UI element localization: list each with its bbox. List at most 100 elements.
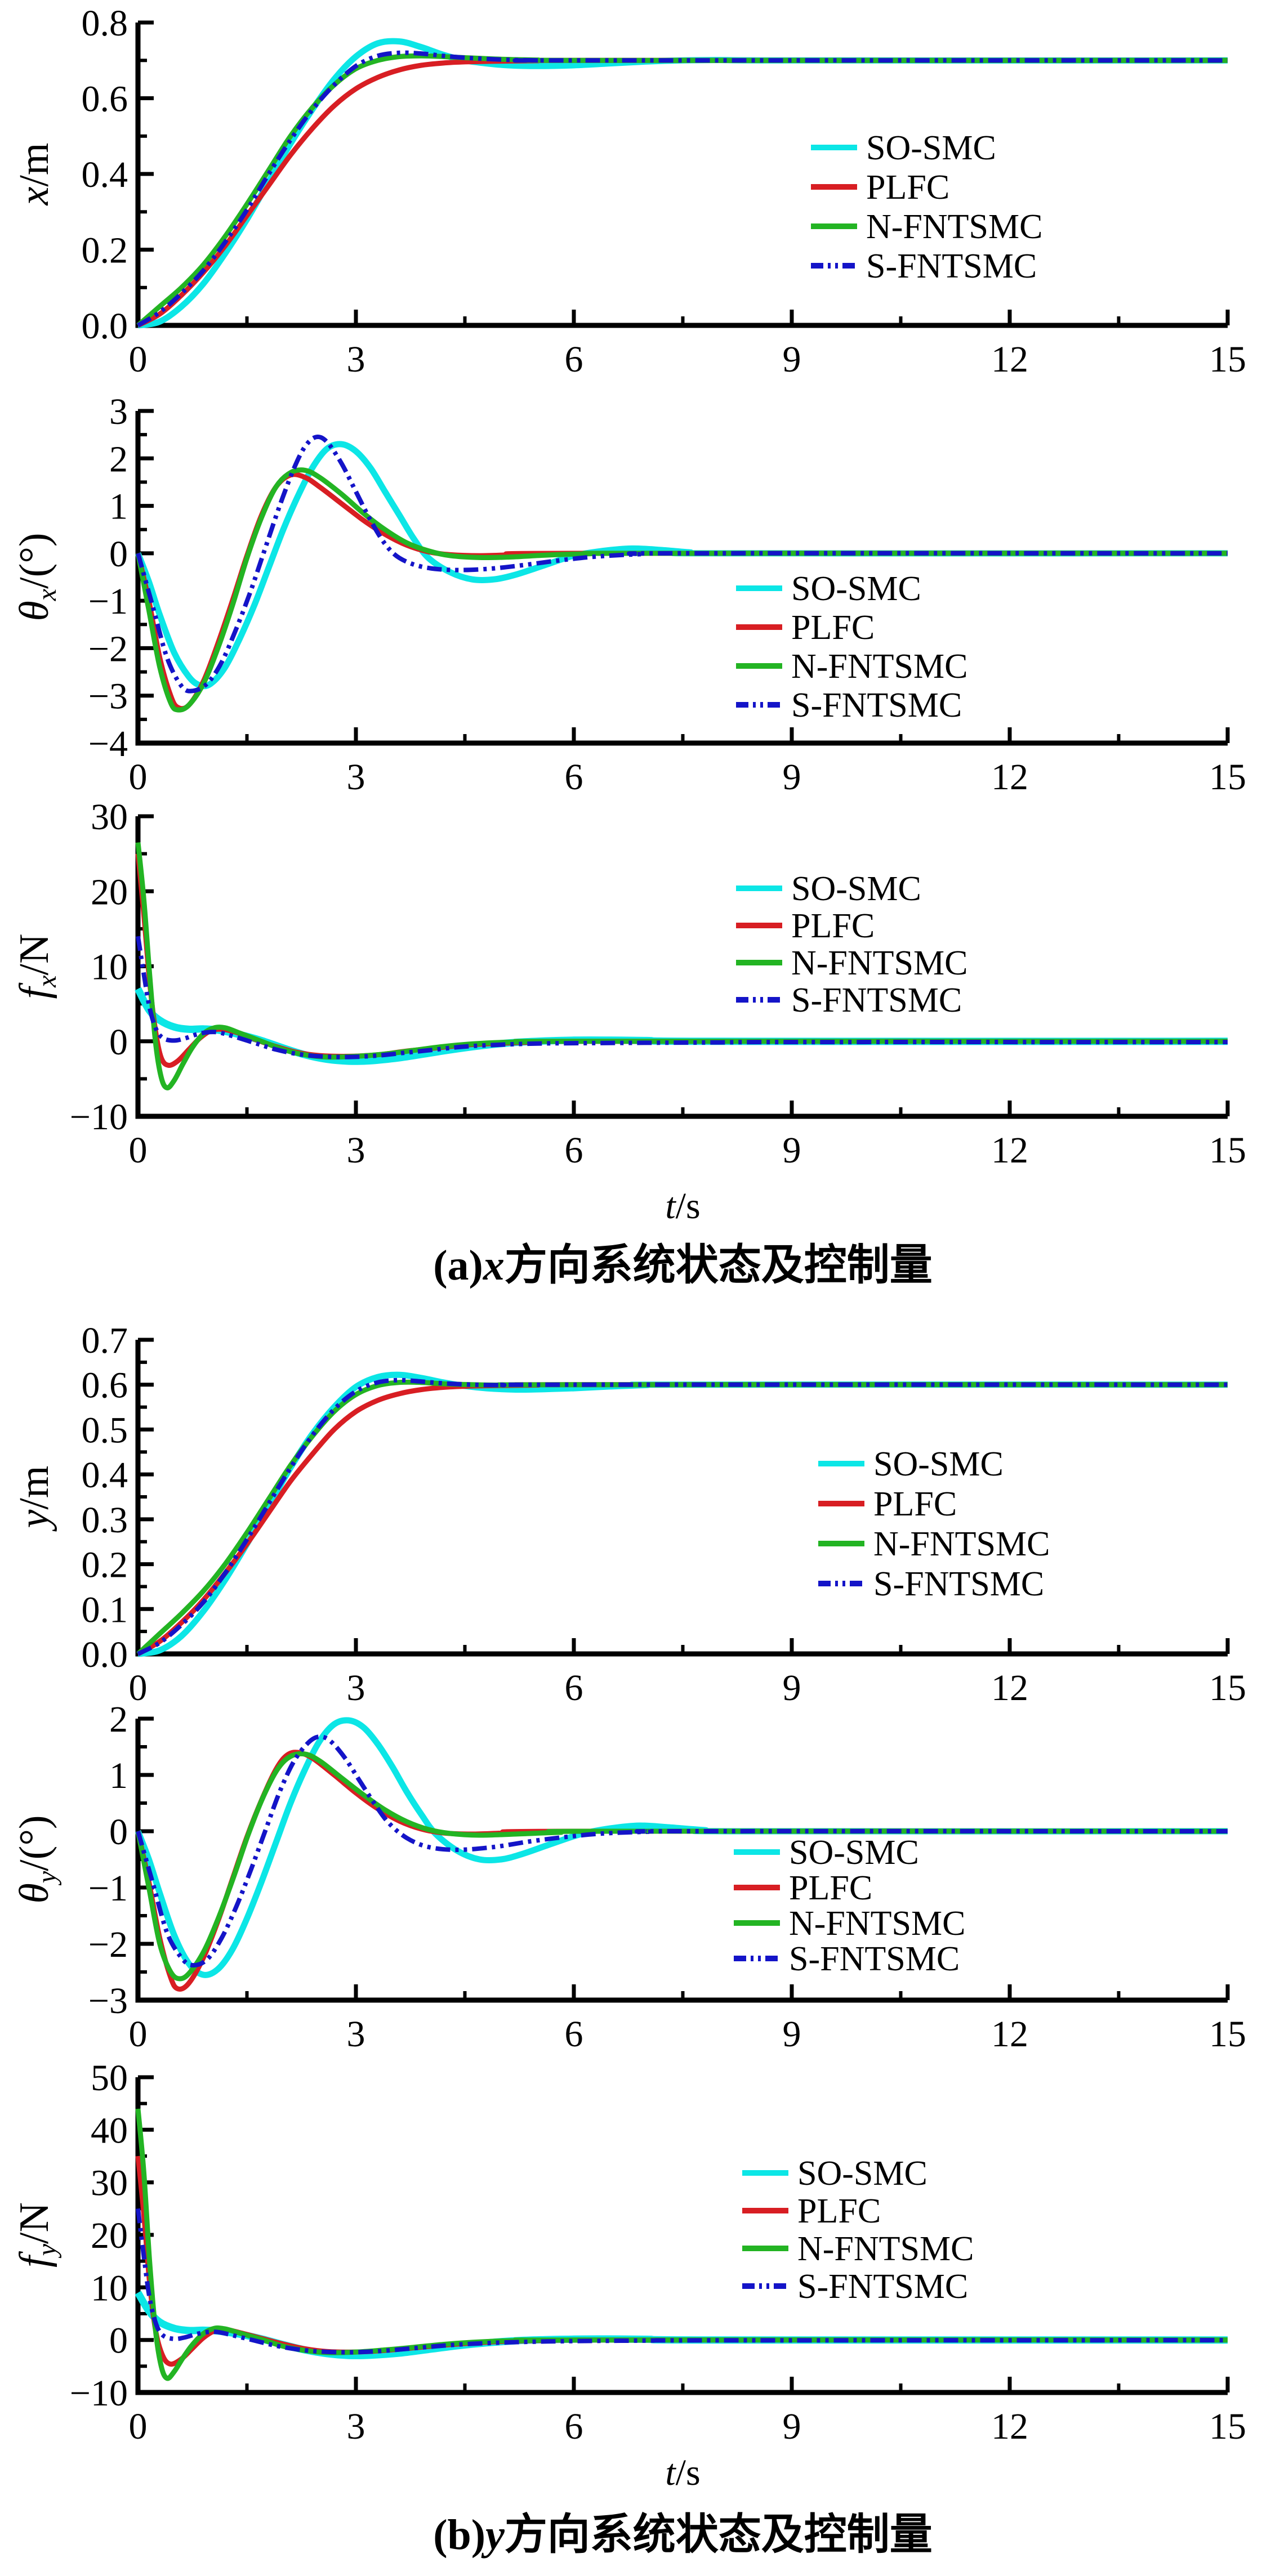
- legend-item-s-fntsmc: S-FNTSMC: [736, 981, 962, 1019]
- legend-item-plfc: PLFC: [734, 1869, 872, 1907]
- legend-label-so-smc: SO-SMC: [791, 570, 921, 608]
- legend-item-so-smc: SO-SMC: [818, 1445, 1004, 1483]
- y-tick-label: 0: [109, 1812, 128, 1853]
- x-tick-label: 0: [129, 757, 148, 798]
- axes-y-angle: [135, 1719, 1228, 2003]
- legend-label-n-fntsmc: N-FNTSMC: [866, 208, 1043, 246]
- x-tick-label: 6: [565, 757, 583, 798]
- legend-item-so-smc: SO-SMC: [734, 1833, 919, 1872]
- legend-label-s-fntsmc: S-FNTSMC: [791, 981, 962, 1019]
- legend-label-n-fntsmc: N-FNTSMC: [797, 2230, 974, 2268]
- y-tick-label: 0.4: [82, 1455, 128, 1496]
- x-tick-label: 12: [991, 1667, 1028, 1709]
- axes-x-position: [135, 23, 1228, 328]
- axes-x-angle: [135, 411, 1228, 746]
- chart-y-position: 0.00.10.20.30.40.50.60.7 0 3 6 9 12 15 y/m SO-SM…: [11, 1320, 1246, 1709]
- x-tick-label: 6: [565, 2014, 583, 2055]
- legend-label-plfc: PLFC: [789, 1869, 872, 1907]
- legend-item-plfc: PLFC: [811, 168, 949, 207]
- legend-label-so-smc: SO-SMC: [789, 1833, 919, 1872]
- series-plfc-line: [135, 853, 1228, 1068]
- legend-label-n-fntsmc: N-FNTSMC: [873, 1525, 1050, 1563]
- x-axis-title-a: t/s: [138, 1185, 1228, 1228]
- chart-x-position: 0.0 0.2 0.4 0.6 0.8 0 3 6 9 12 15 x/m SO-SMCPLFCN-FN…: [11, 3, 1246, 380]
- series-s-fntsmc-line: [136, 435, 1228, 694]
- y-axis-label-x-angle: θx/(°): [11, 533, 62, 621]
- x-axis-title-b: t/s: [138, 2452, 1228, 2494]
- series-plfc-line: [135, 472, 1228, 712]
- series-s-fntsmc-line: [136, 50, 1228, 328]
- x-tick-label: 6: [565, 1130, 583, 1171]
- x-tick-label: 9: [783, 339, 801, 380]
- x-tick-label: 9: [783, 2014, 801, 2055]
- y-tick-label: 0.4: [82, 154, 128, 195]
- y-tick-label: −2: [88, 1924, 128, 1965]
- y-tick-label: −10: [70, 1097, 128, 1138]
- y-tick-label: 0: [109, 534, 128, 575]
- x-tick-label: 12: [991, 2014, 1028, 2055]
- legend-item-n-fntsmc: N-FNTSMC: [734, 1904, 966, 1943]
- legend-item-plfc: PLFC: [736, 609, 875, 647]
- x-axis-title-unit: /s: [675, 1186, 701, 1227]
- legend-label-plfc: PLFC: [791, 907, 875, 945]
- x-tick-label: 15: [1209, 1130, 1246, 1171]
- legend-item-n-fntsmc: N-FNTSMC: [736, 944, 968, 982]
- legend-label-n-fntsmc: N-FNTSMC: [791, 944, 968, 982]
- legend-item-n-fntsmc: N-FNTSMC: [736, 647, 968, 686]
- legend-label-so-smc: SO-SMC: [873, 1445, 1004, 1483]
- y-tick-label: 0.7: [82, 1320, 128, 1361]
- x-axis-title-unit: /s: [675, 2452, 701, 2493]
- legend-item-so-smc: SO-SMC: [736, 570, 921, 608]
- legend-item-s-fntsmc: S-FNTSMC: [734, 1940, 960, 1978]
- y-tick-label: 0.5: [82, 1410, 128, 1451]
- y-tick-label: 0: [109, 2320, 128, 2362]
- series-n-fntsmc-line: [135, 1751, 1228, 1982]
- x-tick-label: 15: [1209, 757, 1246, 798]
- caption-b: (b)y方向系统状态及控制量: [138, 2499, 1228, 2561]
- series-n-fntsmc-line: [136, 1379, 1228, 1656]
- y-axis-label-y-angle: θy/(°): [11, 1815, 62, 1903]
- y-tick-label: 0.2: [82, 230, 128, 271]
- x-tick-label: 0: [129, 339, 148, 380]
- y-axis-label-x-force: fx/N: [11, 934, 62, 999]
- legend-item-s-fntsmc: S-FNTSMC: [811, 247, 1037, 285]
- x-tick-label: 0: [129, 2014, 148, 2055]
- legend-label-plfc: PLFC: [791, 609, 875, 647]
- caption-a-prefix: (a): [433, 1242, 483, 1289]
- series-s-fntsmc-line: [136, 2208, 1228, 2355]
- y-tick-label: 2: [109, 439, 128, 480]
- y-tick-label: 3: [109, 391, 128, 432]
- y-tick-label: 20: [91, 871, 128, 913]
- x-tick-label: 3: [347, 339, 365, 380]
- y-axis-label-x-position: x/m: [11, 143, 57, 206]
- y-tick-label: −2: [88, 628, 128, 669]
- y-tick-label: 50: [91, 2058, 128, 2099]
- series-plfc-line: [135, 2155, 1228, 2367]
- x-axis-title-var: t: [665, 1186, 676, 1227]
- legend-label-s-fntsmc: S-FNTSMC: [797, 2268, 968, 2306]
- y-tick-label: 0: [109, 1022, 128, 1063]
- y-axis-label-y-force: fy/N: [11, 2202, 62, 2268]
- series-so-smc-line: [137, 38, 1228, 329]
- y-axis-label-y-position: y/m: [11, 1466, 57, 1532]
- y-tick-label: −1: [88, 1868, 128, 1909]
- axes-x-force: [135, 816, 1228, 1119]
- x-tick-label: 3: [347, 2014, 365, 2055]
- y-tick-label: 0.8: [82, 3, 128, 44]
- y-tick-label: 0.6: [82, 79, 128, 120]
- caption-b-var: y: [485, 2511, 505, 2559]
- series-n-fntsmc-line: [136, 53, 1228, 328]
- legend-item-n-fntsmc: N-FNTSMC: [818, 1525, 1050, 1563]
- caption-b-prefix: (b): [433, 2511, 486, 2559]
- x-tick-label: 12: [991, 2406, 1028, 2447]
- series-plfc-line: [135, 1750, 1228, 1992]
- series-s-fntsmc-line: [136, 1734, 1228, 1968]
- x-tick-label: 0: [129, 2406, 148, 2447]
